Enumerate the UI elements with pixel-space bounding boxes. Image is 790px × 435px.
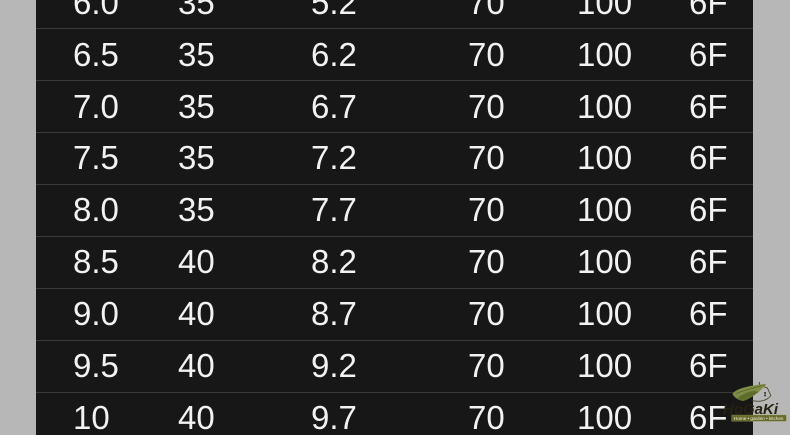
svg-text:Home • garden • kitchen: Home • garden • kitchen — [734, 416, 784, 421]
